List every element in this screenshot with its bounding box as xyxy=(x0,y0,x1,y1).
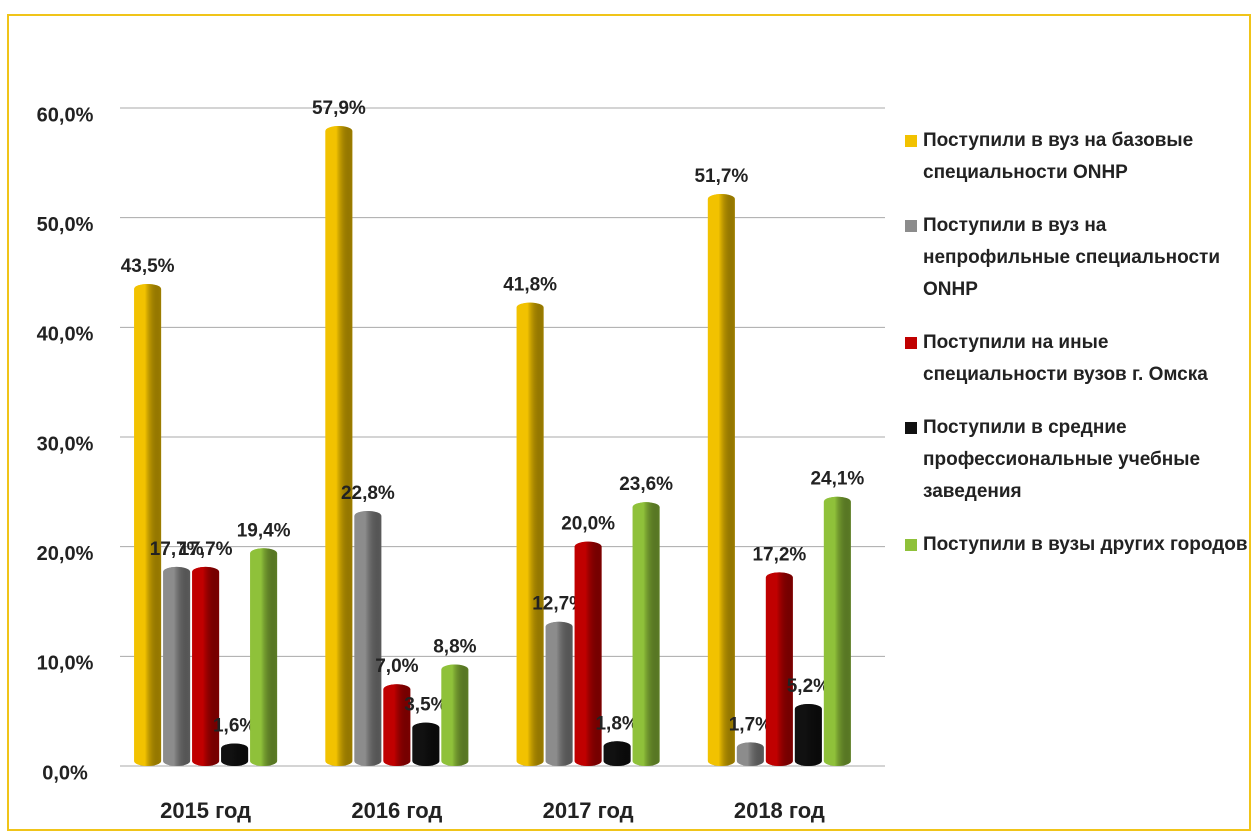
data-label: 22,8% xyxy=(341,483,395,504)
bar-shade xyxy=(765,572,793,766)
bar-shade xyxy=(354,510,382,766)
legend-item: Поступили в средние профессиональные уче… xyxy=(905,412,1255,508)
data-label: 51,7% xyxy=(694,166,748,187)
x-tick-label: 2018 год xyxy=(734,798,825,823)
data-label: 23,6% xyxy=(619,474,673,495)
bar-shade xyxy=(134,283,162,766)
data-label: 1,8% xyxy=(595,713,638,734)
legend-item: Поступили в вуз на базовые специальности… xyxy=(905,125,1255,189)
legend-item: Поступили в вуз на непрофильные специаль… xyxy=(905,210,1255,306)
data-label: 17,7% xyxy=(179,539,233,560)
data-label: 17,2% xyxy=(752,544,806,565)
data-label: 1,6% xyxy=(213,715,256,736)
bar-shade xyxy=(736,742,764,766)
data-label: 1,7% xyxy=(729,714,772,735)
bar-shade xyxy=(574,541,602,766)
y-tick-label: 40,0% xyxy=(37,324,94,346)
data-label: 3,5% xyxy=(404,695,447,716)
y-tick-label: 30,0% xyxy=(37,433,94,455)
data-label: 12,7% xyxy=(532,594,586,615)
legend-swatch xyxy=(905,422,917,434)
bar-shade xyxy=(545,621,573,766)
bar-shade xyxy=(383,684,411,766)
data-label: 41,8% xyxy=(503,275,557,296)
bar-shade xyxy=(221,743,249,766)
bar-shade xyxy=(250,548,278,766)
legend-swatch xyxy=(905,220,917,232)
y-tick-label: 60,0% xyxy=(37,104,94,126)
bar-shade xyxy=(441,664,469,766)
bar-shade xyxy=(163,566,191,766)
x-tick-label: 2017 год xyxy=(543,798,634,823)
y-tick-label: 0,0% xyxy=(42,762,88,784)
data-label: 20,0% xyxy=(561,514,615,535)
bar-shade xyxy=(823,496,851,766)
bar-shade xyxy=(794,703,822,766)
data-label: 8,8% xyxy=(433,637,476,658)
bar-shade xyxy=(603,741,631,766)
data-label: 5,2% xyxy=(787,676,830,697)
bar-shade xyxy=(412,722,440,766)
data-label: 7,0% xyxy=(375,656,418,677)
legend-swatch xyxy=(905,337,917,349)
bar-shade xyxy=(192,566,220,766)
legend-label: Поступили в средние профессиональные уче… xyxy=(923,417,1201,502)
legend-swatch xyxy=(905,135,917,147)
frame xyxy=(7,14,1251,831)
data-label: 24,1% xyxy=(810,469,864,490)
data-label: 17,7% xyxy=(150,539,204,560)
bar-shade xyxy=(516,302,544,766)
x-tick-label: 2015 год xyxy=(160,798,251,823)
legend: Поступили в вуз на базовые специальности… xyxy=(905,125,1255,582)
x-tick-label: 2016 год xyxy=(351,798,442,823)
data-label: 19,4% xyxy=(237,520,291,541)
data-label: 43,5% xyxy=(121,256,175,277)
legend-item: Поступили на иные специальности вузов г.… xyxy=(905,327,1255,391)
legend-label: Поступили на иные специальности вузов г.… xyxy=(923,332,1208,385)
legend-label: Поступили в вуз на базовые специальности… xyxy=(923,130,1194,183)
y-tick-label: 10,0% xyxy=(37,653,94,675)
legend-label: Поступили в вуз на непрофильные специаль… xyxy=(923,215,1221,300)
legend-swatch xyxy=(905,539,917,551)
data-label: 57,9% xyxy=(312,98,366,119)
y-tick-label: 50,0% xyxy=(37,214,94,236)
bar-shade xyxy=(707,194,735,767)
legend-item: Поступили в вузы других городов xyxy=(905,529,1255,561)
y-tick-label: 20,0% xyxy=(37,543,94,565)
bar-shade xyxy=(325,126,353,766)
bar-shade xyxy=(632,502,660,766)
legend-label: Поступили в вузы других городов xyxy=(923,534,1248,555)
